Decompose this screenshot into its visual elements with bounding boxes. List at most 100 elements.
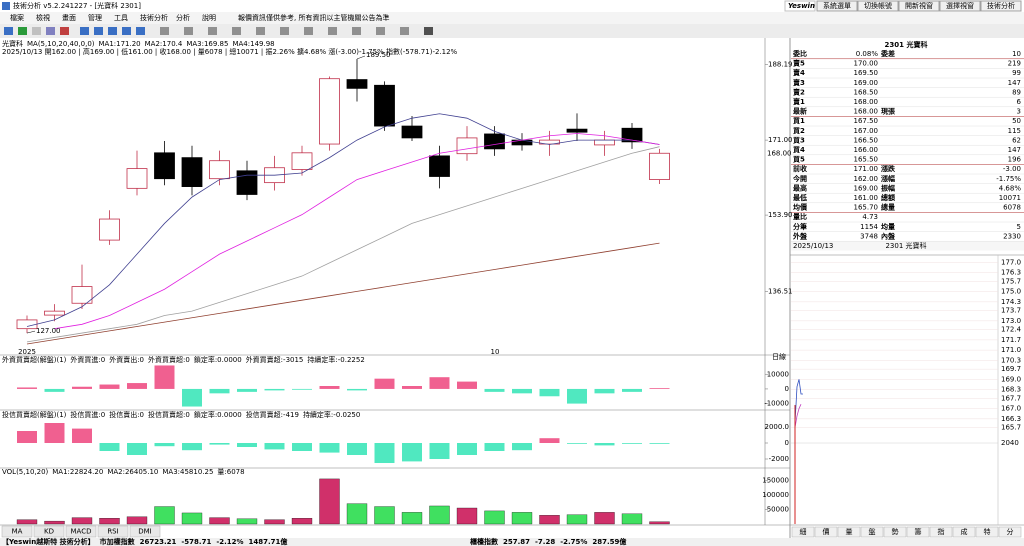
bar [512,388,532,394]
tool-icon[interactable] [122,27,131,35]
tool-icon[interactable] [352,27,361,35]
indicator-tab[interactable] [33,525,65,538]
tool-icon[interactable] [80,27,89,35]
bar [44,388,65,392]
quote-label: 前收 [793,164,808,173]
side-tab[interactable] [929,526,953,538]
toolbar-icons [4,27,433,35]
menu-item[interactable]: 管理 [88,13,102,22]
side-tab[interactable] [860,526,884,538]
y-tick-label: 173.0 [1001,317,1021,325]
bar [649,388,670,389]
side-tab-label: 量 [846,528,853,536]
quote-value: 99 [1012,69,1021,77]
tool-icon[interactable] [94,27,103,35]
quote-label: 最低 [793,193,807,202]
tool-icon[interactable] [60,27,69,35]
tool-icon[interactable] [160,27,169,35]
menu-item[interactable]: 檢視 [36,13,50,22]
y-tick-label: 10000 [767,370,789,378]
panel-legend: 鎖定率:0.0000 [194,355,242,364]
bar [484,443,505,451]
quote-value: 166.50 [854,136,879,144]
indicator-tab[interactable] [1,525,33,538]
menu-item[interactable]: 技術分析 [140,13,168,22]
candle-body [539,139,560,145]
tool-icon[interactable] [4,27,13,35]
quote-value: 6 [1017,98,1022,106]
tool-icon[interactable] [108,27,117,35]
panel-legend: 外資買賣超:0 [148,355,190,364]
quote-value: 166.00 [854,146,879,154]
menu-item[interactable]: 檔案 [10,13,24,22]
status-text: 市加權指數 [100,537,135,546]
tool-icon[interactable] [280,27,289,35]
menu-item[interactable]: 分析 [176,13,190,22]
tool-icon[interactable] [304,27,313,35]
side-tab[interactable] [906,526,930,538]
top-button[interactable] [816,0,858,12]
tool-icon[interactable] [32,27,41,35]
menu-item[interactable]: 畫面 [62,13,76,22]
menu-item[interactable]: 工具 [114,14,128,22]
bar [71,517,93,525]
tool-icon[interactable] [256,27,265,35]
y-tick-label: 100000 [762,491,789,499]
quote-label: 最高 [793,183,807,192]
quote-value: 4.68% [999,184,1022,192]
top-button[interactable] [857,0,899,12]
panel-legend: 投信買賣超:0 [148,410,190,419]
tool-icon[interactable] [400,27,409,35]
side-tab[interactable] [975,526,999,538]
tool-icon[interactable] [328,27,337,35]
tool-icon[interactable] [208,27,217,35]
top-button[interactable] [939,0,981,12]
y-tick-label: -10000 [764,400,789,408]
quote-value: 89 [1012,88,1021,96]
top-button[interactable] [980,0,1022,12]
y-tick-label: 188.19 [768,61,793,69]
candle-body [346,79,368,89]
indicator-tab[interactable] [129,525,161,538]
side-tab[interactable] [814,526,838,538]
panel-title: 投信買賣超(解盤)(1) [2,410,67,419]
bar [347,443,367,455]
candle-body [291,152,313,170]
bar [539,438,560,443]
tool-icon[interactable] [232,27,241,35]
side-tab[interactable] [998,526,1022,538]
status-text: -2.12% [216,538,243,546]
side-tab[interactable] [791,526,815,538]
indicator-tab[interactable] [97,525,129,538]
quote-label: 漲幅 [881,174,895,183]
low-label: 127.00 [36,327,61,335]
quote-value: 5 [1017,223,1021,231]
quote-label: 漲跌 [881,164,896,173]
quote-value: 162.00 [854,175,879,183]
tool-icon[interactable] [136,27,145,35]
side-tab[interactable] [883,526,907,538]
quote-value: 196 [1008,156,1022,164]
quote-value: 0.08% [856,50,879,58]
candle-body [319,78,340,145]
tool-icon[interactable] [424,27,433,35]
ma-legend: MA3:169.85 [186,40,228,48]
period-label: 日線 [772,352,786,361]
quote-value: 147 [1008,79,1021,87]
stock-name: 光寶科 [2,39,23,48]
tool-icon[interactable] [376,27,385,35]
tool-icon[interactable] [184,27,193,35]
quote-label: 賣2 [792,87,805,96]
toolbar [0,24,1024,38]
tool-icon[interactable] [46,27,55,35]
menu-item[interactable]: 說明 [202,13,216,22]
ma-line [54,133,660,330]
indicator-tab-label: KD [44,528,54,536]
side-tab[interactable] [952,526,976,538]
top-button[interactable] [898,0,940,12]
tool-icon[interactable] [18,27,27,35]
bar [292,388,312,390]
indicator-tab[interactable] [65,525,97,538]
side-tab[interactable] [837,526,861,538]
quote-label: 買5 [792,155,805,164]
